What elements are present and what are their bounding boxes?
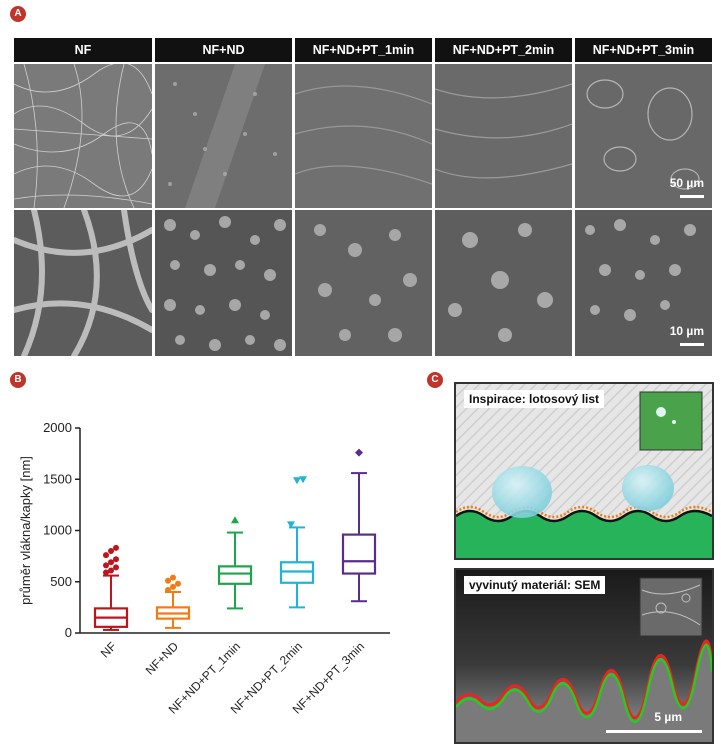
y-tick-label: 2000	[43, 420, 72, 435]
outlier-point	[103, 552, 109, 559]
x-tick-label: NF	[98, 639, 119, 660]
panel-label-a: A	[10, 6, 26, 22]
sem-column-header: NF+ND+PT_3min	[575, 38, 712, 62]
outlier-point	[108, 548, 114, 554]
box-plot-svg: 0 500 1000 1500 2000 průměr vlákna/kapky [nm]…	[18, 420, 390, 717]
outlier-point	[165, 586, 171, 593]
lotus-inspiration-panel: Inspirace: lotosový list	[454, 382, 714, 560]
outlier-point	[287, 521, 295, 529]
outlier-point	[103, 562, 109, 569]
outlier-point	[231, 516, 239, 524]
panel-label-c: C	[427, 372, 443, 388]
sem-image-nfnd-low-mag	[155, 64, 292, 208]
panel-c-bottom-label: vyvinutý materiál: SEM	[464, 576, 606, 594]
y-tick-label: 1000	[43, 523, 72, 538]
sem-image-nf-high-mag	[14, 210, 152, 356]
scale-bar	[680, 195, 704, 198]
box	[217, 565, 253, 585]
sem-image-pt3-low-mag: 50 µm	[575, 64, 712, 208]
panel-label-b: B	[10, 372, 26, 388]
panel-c-top-label: Inspirace: lotosový list	[464, 390, 605, 408]
box-plot-chart: 0 500 1000 1500 2000 průměr vlákna/kapky [nm]…	[14, 390, 414, 740]
y-tick-label: 1500	[43, 471, 72, 486]
scale-label-bottom: 10 µm	[669, 324, 704, 338]
sem-column-header: NF+ND+PT_1min	[295, 38, 432, 62]
outlier-point	[113, 564, 119, 571]
outlier-point	[108, 567, 114, 574]
outlier-point	[113, 556, 119, 563]
y-tick-label: 500	[50, 574, 72, 589]
sem-image-pt2-low-mag	[435, 64, 572, 208]
sem-image-nf-low-mag	[14, 64, 152, 208]
sem-image-grid: NF NF+ND NF+ND+PT_1min NF+ND+PT_2min NF+…	[14, 38, 712, 356]
outlier-point	[170, 583, 176, 590]
sem-image-pt1-low-mag	[295, 64, 432, 208]
sem-column-header: NF+ND	[155, 38, 292, 62]
sem-column-header: NF+ND+PT_2min	[435, 38, 572, 62]
outlier-point	[170, 574, 176, 581]
sem-image-pt1-high-mag	[295, 210, 432, 356]
sem-column-header: NF	[14, 38, 152, 62]
outlier-point	[165, 577, 171, 584]
outlier-point	[299, 476, 307, 484]
scale-label-c: 5 µm	[654, 710, 682, 724]
y-axis-label: průměr vlákna/kapky [nm]	[18, 456, 33, 605]
outlier-point	[103, 569, 109, 576]
outlier-point	[108, 559, 114, 566]
x-tick-label: NF+ND	[143, 639, 182, 678]
sem-image-pt2-high-mag	[435, 210, 572, 356]
scale-bar	[680, 343, 704, 346]
scale-label-top: 50 µm	[669, 176, 704, 190]
outlier-point	[293, 477, 301, 485]
outlier-point	[175, 580, 181, 587]
y-tick-label: 0	[65, 625, 72, 640]
developed-material-panel: vyvinutý materiál: SEM 5 µm	[454, 568, 714, 744]
sem-image-pt3-high-mag: 10 µm	[575, 210, 712, 356]
sem-image-nfnd-high-mag	[155, 210, 292, 356]
outlier-point	[355, 448, 363, 457]
box	[341, 533, 377, 575]
outlier-point	[113, 544, 119, 551]
